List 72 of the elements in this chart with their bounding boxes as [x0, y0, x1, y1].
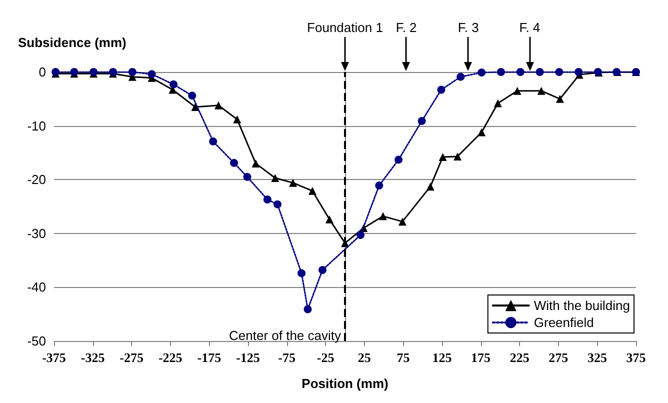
x-tick-label: 25	[358, 350, 372, 365]
point	[418, 116, 426, 125]
point	[437, 86, 446, 94]
point	[379, 212, 388, 220]
point	[304, 305, 312, 314]
point	[494, 99, 502, 108]
point	[170, 80, 178, 88]
point	[148, 70, 156, 78]
y-tick-label: -20	[27, 172, 46, 188]
point	[128, 68, 136, 76]
point	[209, 137, 218, 146]
x-tick-label: -25	[316, 350, 335, 365]
x-tick-label: -225	[158, 350, 183, 365]
point	[536, 68, 544, 76]
point	[394, 156, 403, 164]
point	[188, 92, 196, 100]
point	[356, 231, 365, 240]
x-tick-label: 125	[432, 350, 452, 365]
point	[516, 68, 524, 76]
point	[513, 86, 522, 95]
x-tick-label: 225	[510, 350, 530, 365]
point	[375, 182, 384, 190]
y-axis-title: Subsidence (mm)	[18, 35, 126, 50]
point	[271, 174, 280, 182]
y-tick-label: -10	[27, 118, 46, 134]
ref-line-label: Center of the cavity	[229, 328, 342, 343]
point	[308, 186, 316, 195]
point	[252, 159, 260, 168]
point	[263, 196, 272, 204]
x-tick-label: -75	[278, 350, 296, 365]
ref-line-label: F. 4	[519, 20, 540, 35]
x-tick-label: 175	[471, 350, 492, 365]
x-tick-label: -275	[120, 350, 144, 365]
point	[438, 153, 447, 162]
x-tick-label: -375	[42, 350, 66, 365]
y-tick-label: -50	[27, 334, 46, 348]
point	[556, 94, 564, 103]
point	[478, 128, 486, 136]
point	[318, 266, 326, 274]
point	[537, 86, 546, 95]
legend-label: Greenfield	[534, 315, 594, 330]
point	[230, 158, 238, 167]
point	[214, 101, 223, 110]
y-tick-label: 0	[38, 64, 46, 80]
x-tick-label: 375	[626, 350, 646, 365]
point	[454, 152, 462, 160]
point	[233, 115, 242, 124]
point	[289, 178, 298, 187]
y-tick-label: -40	[27, 280, 46, 295]
x-tick-label: -325	[80, 350, 106, 365]
point	[478, 68, 486, 77]
y-tick-label: -30	[27, 226, 46, 241]
point	[574, 68, 583, 76]
point	[456, 72, 465, 81]
point	[243, 172, 252, 181]
point	[273, 200, 282, 208]
x-tick-label: 75	[396, 350, 410, 365]
ref-line-label: F. 2	[396, 20, 417, 35]
x-tick-label: 275	[548, 350, 569, 365]
point	[298, 269, 306, 278]
point	[496, 68, 505, 76]
x-tick-label: -175	[197, 350, 222, 365]
x-tick-label: 325	[587, 350, 608, 365]
x-tick-label: -125	[236, 350, 260, 365]
legend-label: With the building	[534, 298, 630, 313]
x-axis-title: Position (mm)	[302, 376, 388, 391]
ref-line-label: F. 3	[458, 20, 479, 35]
point	[398, 218, 406, 226]
point	[555, 68, 564, 76]
point	[325, 215, 334, 224]
ref-line-label: Foundation 1	[307, 20, 383, 35]
point	[426, 182, 434, 191]
